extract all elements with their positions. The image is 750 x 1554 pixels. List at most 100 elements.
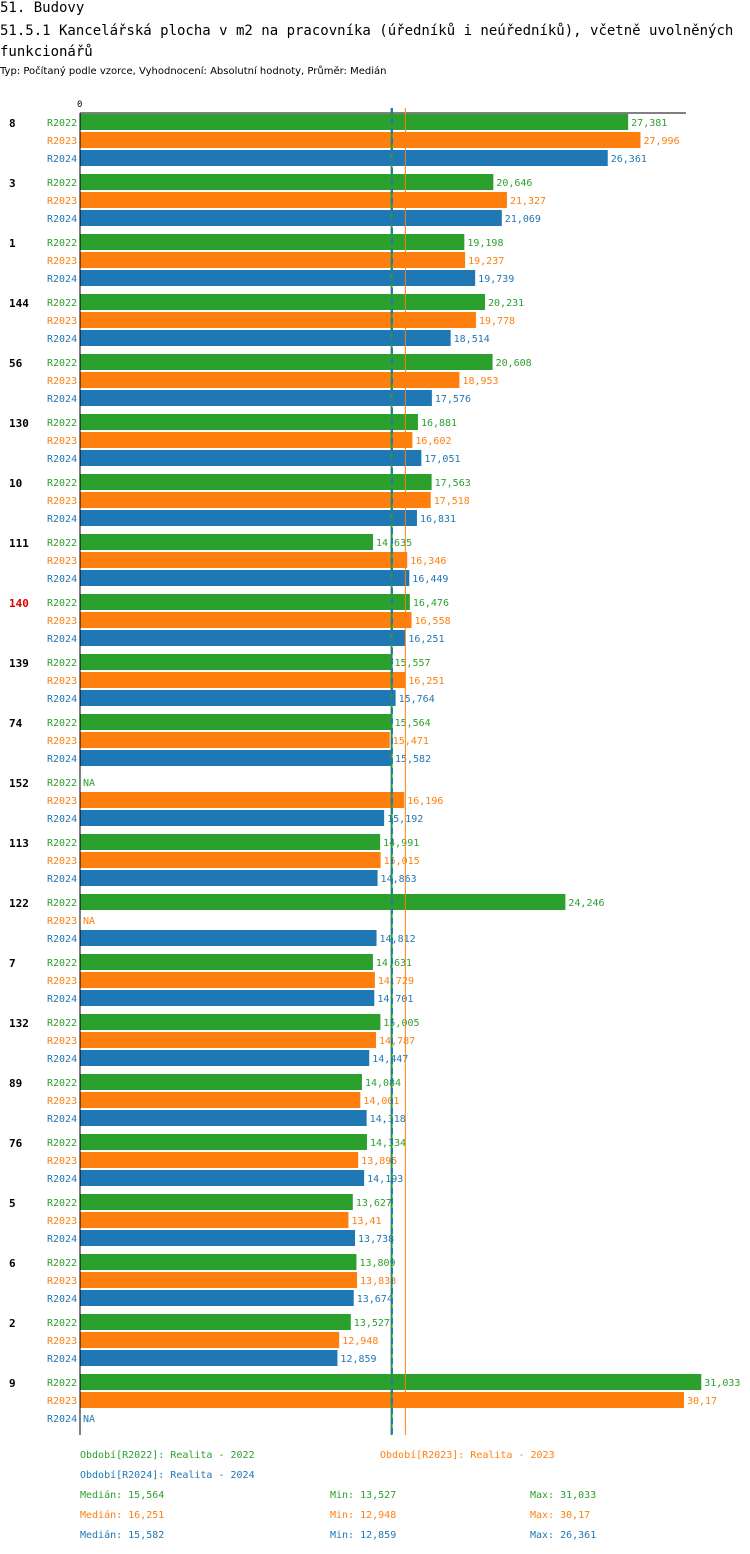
value-label-5-R2023: 13,41 bbox=[351, 1216, 381, 1227]
value-label-6-R2023: 13,838 bbox=[360, 1276, 396, 1287]
chart-section-title: 51. Budovy bbox=[0, 0, 85, 16]
value-label-56-R2023: 18,953 bbox=[462, 376, 498, 387]
bar-1-R2022 bbox=[80, 234, 465, 250]
value-label-76-R2022: 14,334 bbox=[370, 1138, 406, 1149]
bar-7-R2024 bbox=[80, 990, 375, 1006]
series-label-3-R2022: R2022 bbox=[47, 178, 77, 189]
bar-140-R2023 bbox=[80, 612, 412, 628]
value-label-132-R2023: 14,787 bbox=[379, 1036, 415, 1047]
bar-5-R2022 bbox=[80, 1194, 353, 1210]
bar-132-R2022 bbox=[80, 1014, 381, 1030]
series-label-5-R2024: R2024 bbox=[47, 1234, 77, 1245]
value-label-6-R2024: 13,674 bbox=[357, 1294, 393, 1305]
chart-info: Typ: Počítaný podle vzorce, Vyhodnocení:… bbox=[0, 66, 387, 77]
stat-median-r2024: Medián: 15,582 bbox=[80, 1530, 165, 1541]
series-label-6-R2023: R2023 bbox=[47, 1276, 77, 1287]
category-label-74: 74 bbox=[9, 717, 23, 730]
category-label-76: 76 bbox=[9, 1137, 23, 1150]
series-label-9-R2024: R2024 bbox=[47, 1414, 77, 1425]
value-label-7-R2022: 14,631 bbox=[376, 958, 412, 969]
category-label-6: 6 bbox=[9, 1257, 16, 1270]
series-label-122-R2024: R2024 bbox=[47, 934, 77, 945]
category-label-122: 122 bbox=[9, 897, 29, 910]
stat-median-r2022: Medián: 15,564 bbox=[80, 1490, 165, 1501]
value-label-130-R2024: 17,051 bbox=[424, 454, 460, 465]
value-label-5-R2024: 13,738 bbox=[358, 1234, 394, 1245]
series-label-76-R2022: R2022 bbox=[47, 1138, 77, 1149]
stat-median-r2023: Medián: 16,251 bbox=[80, 1510, 165, 1521]
value-label-139-R2024: 15,764 bbox=[399, 694, 435, 705]
bar-76-R2023 bbox=[80, 1152, 359, 1168]
bar-140-R2024 bbox=[80, 630, 406, 646]
series-label-152-R2022: R2022 bbox=[47, 778, 77, 789]
series-label-3-R2023: R2023 bbox=[47, 196, 77, 207]
category-label-111: 111 bbox=[9, 537, 29, 550]
value-label-113-R2024: 14,863 bbox=[381, 874, 417, 885]
series-label-5-R2022: R2022 bbox=[47, 1198, 77, 1209]
bar-130-R2022 bbox=[80, 414, 418, 430]
value-label-7-R2023: 14,729 bbox=[378, 976, 414, 987]
value-label-10-R2024: 16,831 bbox=[420, 514, 456, 525]
category-label-56: 56 bbox=[9, 357, 23, 370]
value-label-130-R2022: 16,881 bbox=[421, 418, 457, 429]
bar-10-R2024 bbox=[80, 510, 417, 526]
value-label-74-R2022: 15,564 bbox=[395, 718, 431, 729]
bar-144-R2024 bbox=[80, 330, 451, 346]
bar-5-R2024 bbox=[80, 1230, 356, 1246]
category-label-8: 8 bbox=[9, 117, 16, 130]
series-label-132-R2022: R2022 bbox=[47, 1018, 77, 1029]
bar-1-R2024 bbox=[80, 270, 476, 286]
series-label-1-R2022: R2022 bbox=[47, 238, 77, 249]
value-label-76-R2024: 14,193 bbox=[367, 1174, 403, 1185]
bar-3-R2024 bbox=[80, 210, 502, 226]
value-label-74-R2024: 15,582 bbox=[395, 754, 431, 765]
series-label-56-R2022: R2022 bbox=[47, 358, 77, 369]
series-label-1-R2023: R2023 bbox=[47, 256, 77, 267]
series-label-8-R2022: R2022 bbox=[47, 118, 77, 129]
bar-74-R2023 bbox=[80, 732, 390, 748]
x-axis-zero-label: 0 bbox=[77, 100, 82, 110]
bar-111-R2024 bbox=[80, 570, 410, 586]
bar-56-R2024 bbox=[80, 390, 432, 406]
value-label-122-R2022: 24,246 bbox=[568, 898, 604, 909]
value-label-2-R2023: 12,948 bbox=[342, 1336, 378, 1347]
series-label-76-R2024: R2024 bbox=[47, 1174, 77, 1185]
series-label-132-R2024: R2024 bbox=[47, 1054, 77, 1065]
series-label-144-R2024: R2024 bbox=[47, 334, 77, 345]
value-label-113-R2022: 14,991 bbox=[383, 838, 419, 849]
series-label-113-R2024: R2024 bbox=[47, 874, 77, 885]
value-label-9-R2023: 30,17 bbox=[687, 1396, 717, 1407]
value-label-144-R2022: 20,231 bbox=[488, 298, 524, 309]
bar-130-R2023 bbox=[80, 432, 413, 448]
series-label-6-R2024: R2024 bbox=[47, 1294, 77, 1305]
series-label-8-R2024: R2024 bbox=[47, 154, 77, 165]
bar-144-R2023 bbox=[80, 312, 476, 328]
bar-113-R2024 bbox=[80, 870, 378, 886]
category-label-152: 152 bbox=[9, 777, 29, 790]
value-label-9-R2022: 31,033 bbox=[704, 1378, 740, 1389]
stat-min-r2023: Min: 12,948 bbox=[330, 1510, 397, 1521]
series-label-122-R2022: R2022 bbox=[47, 898, 77, 909]
value-label-8-R2024: 26,361 bbox=[611, 154, 647, 165]
category-label-1: 1 bbox=[9, 237, 16, 250]
series-label-7-R2024: R2024 bbox=[47, 994, 77, 1005]
bar-111-R2023 bbox=[80, 552, 408, 568]
bar-152-R2023 bbox=[80, 792, 405, 808]
bar-139-R2024 bbox=[80, 690, 396, 706]
bar-2-R2023 bbox=[80, 1332, 340, 1348]
series-label-140-R2024: R2024 bbox=[47, 634, 77, 645]
value-label-3-R2023: 21,327 bbox=[510, 196, 546, 207]
bar-56-R2022 bbox=[80, 354, 493, 370]
bar-111-R2022 bbox=[80, 534, 373, 550]
series-label-9-R2022: R2022 bbox=[47, 1378, 77, 1389]
value-label-1-R2023: 19,237 bbox=[468, 256, 504, 267]
value-label-111-R2022: 14,635 bbox=[376, 538, 412, 549]
bar-132-R2023 bbox=[80, 1032, 377, 1048]
bar-8-R2023 bbox=[80, 132, 641, 148]
bar-130-R2024 bbox=[80, 450, 422, 466]
legend-period-r2023: Období[R2023]: Realita - 2023 bbox=[380, 1450, 555, 1461]
series-label-89-R2023: R2023 bbox=[47, 1096, 77, 1107]
series-label-89-R2024: R2024 bbox=[47, 1114, 77, 1125]
value-label-140-R2024: 16,251 bbox=[408, 634, 444, 645]
